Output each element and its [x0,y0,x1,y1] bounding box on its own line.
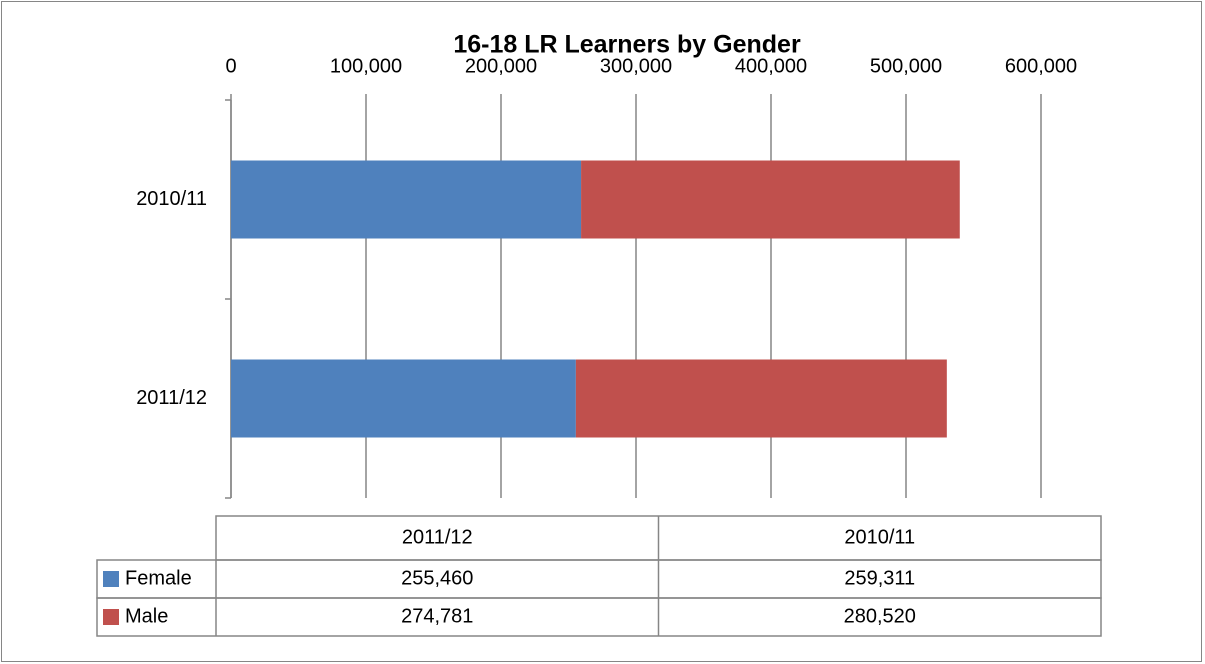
x-tick-label: 600,000 [1005,55,1077,77]
bar [231,359,576,438]
x-tick-label: 200,000 [465,55,537,77]
x-tick-label: 400,000 [735,55,807,77]
chart-title: 16-18 LR Learners by Gender [453,31,801,59]
legend-label: Male [125,605,168,627]
table-value: 274,781 [401,605,473,627]
table-value: 280,520 [844,605,916,627]
bar [581,160,960,239]
table-row-border [96,597,1102,637]
legend-swatch [103,571,119,587]
table-header: 2011/12 [402,526,473,548]
table-header: 2010/11 [844,526,915,548]
y-tick-label: 2011/12 [136,387,207,409]
x-tick-label: 100,000 [330,55,402,77]
table-value: 259,311 [844,567,915,589]
bar [231,160,582,239]
legend-label: Female [125,567,192,589]
x-tick-label: 500,000 [870,55,942,77]
y-tick-label: 2010/11 [136,188,207,210]
table-value: 255,460 [401,567,473,589]
bar [575,359,947,438]
x-tick-label: 0 [225,55,236,77]
x-tick-label: 300,000 [600,55,672,77]
legend-swatch [103,609,119,625]
